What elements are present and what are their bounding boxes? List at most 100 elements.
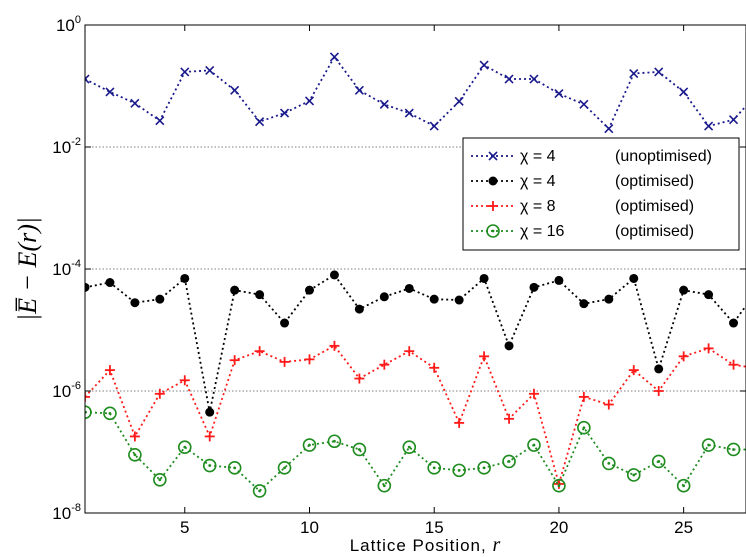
x-axis-label: Lattice Position, r [350, 534, 502, 556]
y-tick-base: 10 [52, 382, 71, 401]
data-point-center [183, 445, 187, 449]
series-line [85, 344, 746, 488]
legend-entry: χ = 4 (unoptimised) [471, 148, 712, 165]
data-point [679, 285, 689, 295]
data-point [479, 60, 489, 70]
y-tick-base: 10 [56, 16, 75, 35]
series-layer [85, 52, 746, 498]
data-point [726, 442, 741, 457]
y-tick-label: 10-6 [52, 380, 81, 401]
data-point-center [283, 466, 286, 470]
series-chi-4-optimised [85, 270, 746, 417]
data-point [85, 77, 90, 84]
data-point [729, 318, 739, 328]
data-point-center [133, 453, 137, 457]
y-tick-exponent: 0 [75, 14, 81, 26]
legend-note: (unoptimised) [615, 148, 712, 165]
legend: χ = 4 (unoptimised) χ = 4 (optimised) χ = 8 (… [462, 137, 740, 251]
series-line [85, 411, 746, 493]
data-point-center [632, 473, 636, 477]
data-point [255, 290, 265, 300]
x-tick-label: 10 [300, 518, 319, 537]
data-point [302, 438, 317, 452]
data-point [577, 420, 591, 435]
y-tick-label: 10-4 [52, 258, 81, 279]
legend-box [462, 137, 740, 251]
data-point [529, 282, 539, 292]
data-point [654, 67, 664, 77]
legend-entry: χ = 8 (optimised) [471, 198, 694, 215]
data-point-center [357, 448, 361, 451]
data-point [352, 442, 367, 457]
legend-label: χ = 8 [520, 198, 556, 215]
data-point-center [557, 484, 561, 488]
data-point [227, 461, 242, 475]
data-point [679, 87, 689, 97]
data-point [354, 304, 364, 314]
legend-label: χ = 4 [520, 173, 556, 190]
data-point [379, 99, 389, 109]
data-point-center [208, 464, 212, 467]
y-tick-exponent: -4 [71, 258, 81, 270]
data-point [604, 124, 614, 134]
series-line [85, 55, 746, 131]
x-tick-label: 20 [549, 518, 568, 537]
legend-note: (optimised) [615, 223, 694, 240]
data-point-center [607, 462, 611, 465]
data-point [429, 294, 439, 304]
y-axis-label-text: |E̅ − E(r)| [13, 217, 42, 321]
y-tick-base: 10 [52, 260, 71, 279]
data-point [454, 96, 464, 106]
data-point [454, 295, 464, 305]
data-point [701, 438, 716, 452]
data-point-center [382, 484, 386, 488]
x-tick-label: 15 [425, 518, 444, 537]
data-point [85, 405, 92, 419]
series-chi-8-optimised [85, 340, 746, 489]
data-point [252, 484, 267, 498]
data-point [379, 292, 389, 302]
data-point [180, 67, 190, 77]
data-point [554, 275, 564, 285]
data-point [452, 463, 466, 478]
data-point [130, 98, 140, 108]
series-line [85, 273, 746, 413]
y-axis-label: |E̅ − E(r)| [13, 217, 42, 321]
x-tick-label: 5 [180, 518, 189, 537]
data-point [427, 461, 442, 475]
data-point [354, 85, 364, 95]
data-point [404, 283, 414, 293]
data-point [579, 299, 589, 309]
legend-entry: χ = 16 (optimised) [471, 223, 694, 240]
data-point-center [482, 466, 486, 470]
data-point [255, 117, 265, 127]
data-point [604, 294, 614, 304]
data-point [488, 151, 498, 161]
data-point [429, 121, 439, 131]
data-point [502, 454, 516, 469]
legend-entry: χ = 4 (optimised) [471, 173, 694, 190]
data-point [180, 273, 190, 283]
y-tick-exponent: -8 [71, 502, 81, 514]
data-point [230, 285, 240, 295]
data-point [329, 270, 339, 280]
data-point [704, 290, 714, 300]
data-point-center [491, 229, 495, 233]
y-tick-exponent: -2 [71, 136, 81, 148]
data-point [529, 74, 539, 84]
data-point [602, 456, 616, 471]
data-point [504, 341, 514, 351]
y-tick-base: 10 [52, 504, 71, 523]
data-point [155, 116, 165, 126]
data-point [105, 87, 115, 97]
data-point-center [158, 478, 162, 482]
data-point-center [682, 484, 686, 488]
data-point [205, 65, 215, 75]
data-point [327, 434, 342, 449]
data-point-center [732, 448, 735, 451]
data-point-center [507, 460, 511, 463]
legend-note: (optimised) [615, 198, 694, 215]
data-point [676, 478, 691, 493]
data-point [304, 96, 315, 106]
